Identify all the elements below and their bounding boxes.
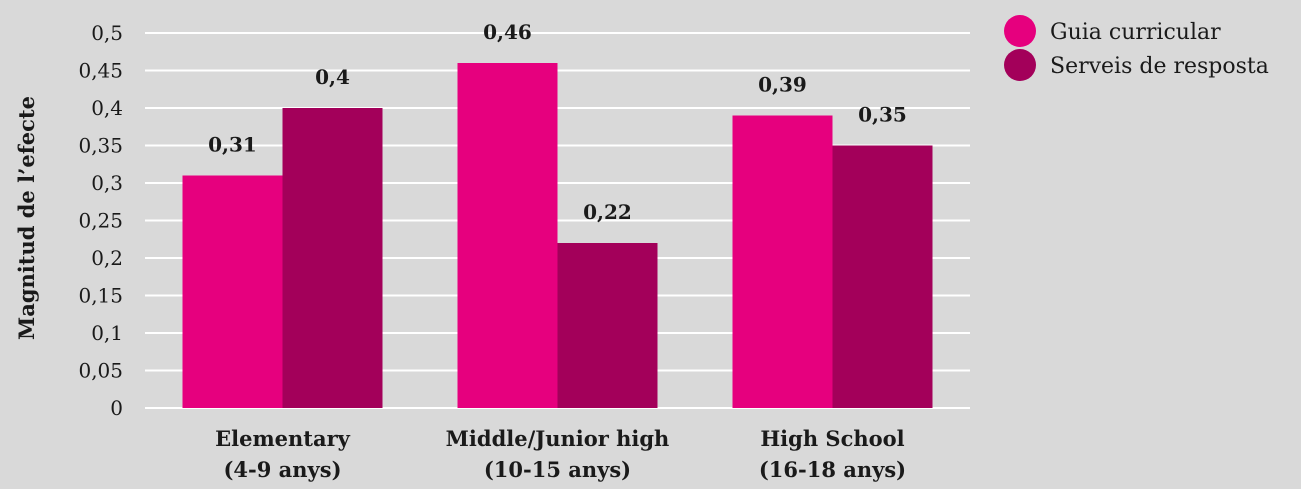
category-label: (16-18 anys): [759, 457, 906, 482]
category-label: (10-15 anys): [484, 457, 631, 482]
y-axis-ticks: 0 0,05 0,1 0,15 0,2 0,25 0,3 0,35 0,4 0,45 0,5: [78, 21, 123, 420]
y-tick-label: 0,35: [78, 134, 123, 158]
legend-marker: [1004, 49, 1036, 81]
bar-guia-curricular: [182, 175, 283, 408]
legend-entry: Guia curricular: [1050, 20, 1221, 45]
bar-serveis-de-resposta: [832, 145, 933, 408]
y-tick-label: 0,05: [78, 359, 123, 383]
y-tick-label: 0,15: [78, 284, 123, 308]
y-axis-label: Magnitud de l’efecte: [14, 96, 39, 340]
category-label: High School: [760, 426, 904, 451]
bars: [182, 63, 933, 408]
data-label: 0,31: [208, 133, 257, 157]
data-labels: 0,31 0,4 0,46 0,22 0,39 0,35: [208, 20, 907, 224]
bar-serveis-de-resposta: [282, 108, 383, 408]
data-label: 0,39: [758, 73, 807, 97]
y-tick-label: 0: [110, 396, 123, 420]
category-label: (4-9 anys): [223, 457, 341, 482]
data-label: 0,35: [858, 103, 907, 127]
legend-entry: Serveis de resposta: [1050, 54, 1269, 79]
category-label: Middle/Junior high: [446, 426, 670, 451]
y-tick-label: 0,1: [91, 321, 123, 345]
category-label: Elementary: [215, 426, 351, 451]
y-tick-label: 0,2: [91, 246, 123, 270]
y-tick-label: 0,25: [78, 209, 123, 233]
category-labels: Elementary (4-9 anys) Middle/Junior high (1…: [215, 426, 906, 482]
data-label: 0,46: [483, 20, 532, 44]
y-tick-label: 0,45: [78, 59, 123, 83]
data-label: 0,22: [583, 200, 632, 224]
data-label: 0,4: [315, 65, 350, 89]
legend-marker: [1004, 15, 1036, 47]
bar-guia-curricular: [732, 115, 833, 408]
bar-guia-curricular: [457, 63, 558, 408]
legend: Guia curricular Serveis de resposta: [1004, 15, 1269, 81]
y-tick-label: 0,4: [91, 96, 123, 120]
y-tick-label: 0,3: [91, 171, 123, 195]
y-tick-label: 0,5: [91, 21, 123, 45]
bar-serveis-de-resposta: [557, 243, 658, 408]
